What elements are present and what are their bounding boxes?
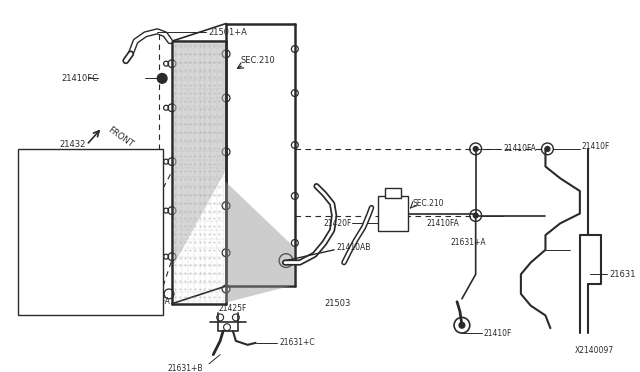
Text: 21410FB: 21410FB: [24, 272, 58, 281]
Text: 21410FA: 21410FA: [426, 219, 459, 228]
Text: 21631+A: 21631+A: [451, 238, 486, 247]
Text: 21420FA: 21420FA: [138, 297, 170, 306]
Text: 21432: 21432: [59, 141, 85, 150]
Circle shape: [545, 147, 550, 151]
Text: 21425F: 21425F: [218, 304, 246, 313]
Text: FRONT: FRONT: [106, 125, 135, 149]
Bar: [18, 149, 163, 315]
Polygon shape: [174, 43, 225, 264]
Circle shape: [459, 322, 465, 328]
Text: 21410FC: 21410FC: [61, 74, 99, 83]
Polygon shape: [225, 181, 294, 303]
Bar: [378, 196, 408, 231]
Text: 21410F: 21410F: [484, 328, 512, 337]
Circle shape: [473, 147, 478, 151]
Text: 21503: 21503: [324, 299, 351, 308]
Text: 21410AA: 21410AA: [71, 288, 106, 296]
Text: 21410F: 21410F: [582, 142, 610, 151]
Text: 21420G: 21420G: [24, 160, 54, 169]
Text: 21501: 21501: [28, 199, 51, 208]
Text: SEC.210: SEC.210: [241, 56, 276, 65]
Text: 21501+A: 21501+A: [209, 28, 247, 37]
Circle shape: [473, 213, 478, 218]
Text: 21420F: 21420F: [323, 219, 352, 228]
Bar: [385, 188, 401, 198]
Text: 21410FA: 21410FA: [503, 144, 536, 153]
Text: X2140097: X2140097: [575, 346, 614, 355]
Circle shape: [157, 74, 167, 83]
Text: 21410AB: 21410AB: [336, 243, 371, 252]
Text: 21631+B: 21631+B: [168, 364, 204, 372]
Text: SEC.210: SEC.210: [413, 199, 444, 208]
Text: 21631: 21631: [609, 270, 636, 279]
Text: 21631+C: 21631+C: [279, 339, 315, 347]
